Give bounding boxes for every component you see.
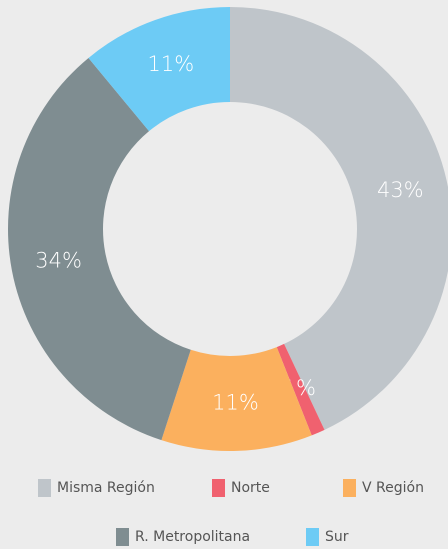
legend-label: Misma Región: [57, 480, 155, 496]
legend-swatch: [343, 479, 356, 497]
legend-label: Norte: [231, 480, 270, 496]
donut-slice: [8, 57, 191, 441]
value-label: 34%: [35, 249, 82, 273]
legend-swatch: [38, 479, 51, 497]
legend-label: Sur: [325, 529, 349, 545]
donut-slice: [88, 7, 230, 132]
donut-slice: [276, 343, 325, 436]
value-label: 11%: [212, 390, 259, 414]
legend-label: R. Metropolitana: [135, 529, 250, 545]
value-label: 43%: [377, 178, 424, 202]
donut-slice: [161, 347, 312, 452]
legend-swatch: [116, 528, 129, 546]
donut-slice: [230, 7, 448, 430]
legend-label: V Región: [362, 480, 424, 496]
value-label: 11%: [148, 52, 195, 76]
legend-swatch: [212, 479, 225, 497]
legend-swatch: [306, 528, 319, 546]
